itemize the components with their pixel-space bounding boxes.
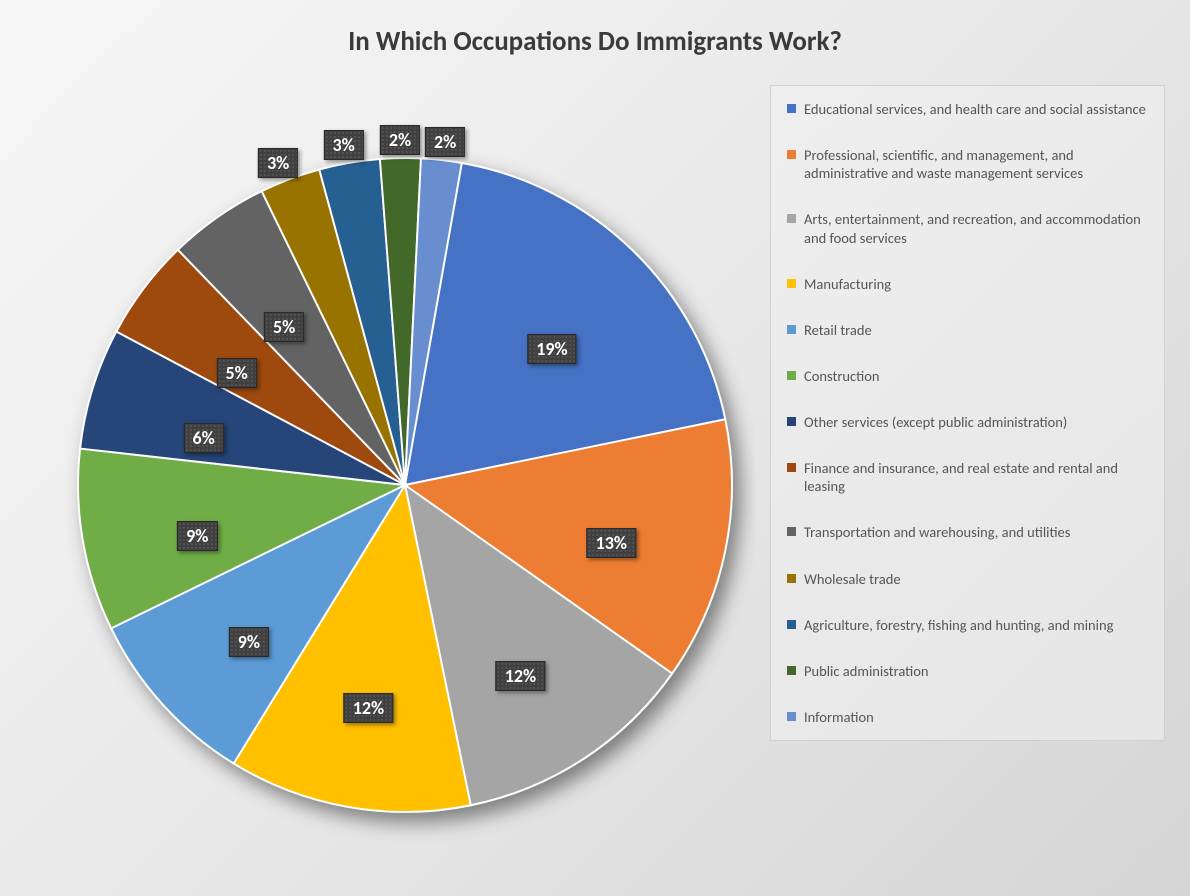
legend-swatch [787,712,796,721]
legend-item: Manufacturing [787,275,1148,293]
legend-label: Public administration [804,662,1148,680]
legend-label: Professional, scientific, and management… [804,146,1148,182]
legend-item: Transportation and warehousing, and util… [787,523,1148,541]
legend-swatch [787,574,796,583]
pie-data-label: 5% [217,358,257,388]
pie-data-label: 5% [264,312,304,342]
legend-item: Public administration [787,662,1148,680]
pie-data-label: 12% [344,693,393,723]
legend-item: Arts, entertainment, and recreation, and… [787,210,1148,246]
chart-container: In Which Occupations Do Immigrants Work?… [0,0,1190,896]
legend-label: Retail trade [804,321,1148,339]
legend-label: Wholesale trade [804,570,1148,588]
legend-item: Wholesale trade [787,570,1148,588]
legend-swatch [787,214,796,223]
legend: Educational services, and health care an… [770,85,1165,741]
pie-data-label: 9% [229,627,269,657]
legend-item: Professional, scientific, and management… [787,146,1148,182]
pie-data-label: 6% [184,423,224,453]
pie-data-label: 12% [496,661,545,691]
legend-swatch [787,371,796,380]
legend-swatch [787,666,796,675]
pie-data-label: 9% [177,521,217,551]
pie-data-label: 2% [425,127,465,157]
legend-swatch [787,150,796,159]
legend-swatch [787,279,796,288]
legend-label: Educational services, and health care an… [804,100,1148,118]
legend-swatch [787,325,796,334]
legend-swatch [787,527,796,536]
legend-item: Information [787,708,1148,726]
legend-label: Manufacturing [804,275,1148,293]
pie-chart: 19% 13% 12% 12% 9% 9% 6% 5%5% 3% 3% 2%2% [55,110,755,860]
legend-label: Finance and insurance, and real estate a… [804,459,1148,495]
legend-label: Construction [804,367,1148,385]
legend-swatch [787,417,796,426]
legend-label: Agriculture, forestry, fishing and hunti… [804,616,1148,634]
legend-item: Finance and insurance, and real estate a… [787,459,1148,495]
pie-data-label: 13% [587,528,636,558]
pie-svg [55,110,755,860]
legend-swatch [787,620,796,629]
pie-data-label: 3% [258,148,298,178]
legend-item: Educational services, and health care an… [787,100,1148,118]
legend-label: Arts, entertainment, and recreation, and… [804,210,1148,246]
legend-item: Construction [787,367,1148,385]
legend-item: Retail trade [787,321,1148,339]
legend-label: Information [804,708,1148,726]
pie-data-label: 3% [324,130,364,160]
pie-data-label: 19% [527,334,576,364]
legend-label: Transportation and warehousing, and util… [804,523,1148,541]
legend-item: Other services (except public administra… [787,413,1148,431]
legend-item: Agriculture, forestry, fishing and hunti… [787,616,1148,634]
pie-data-label: 2% [380,125,420,155]
chart-title: In Which Occupations Do Immigrants Work? [0,25,1190,58]
legend-swatch [787,104,796,113]
legend-swatch [787,463,796,472]
legend-label: Other services (except public administra… [804,413,1148,431]
